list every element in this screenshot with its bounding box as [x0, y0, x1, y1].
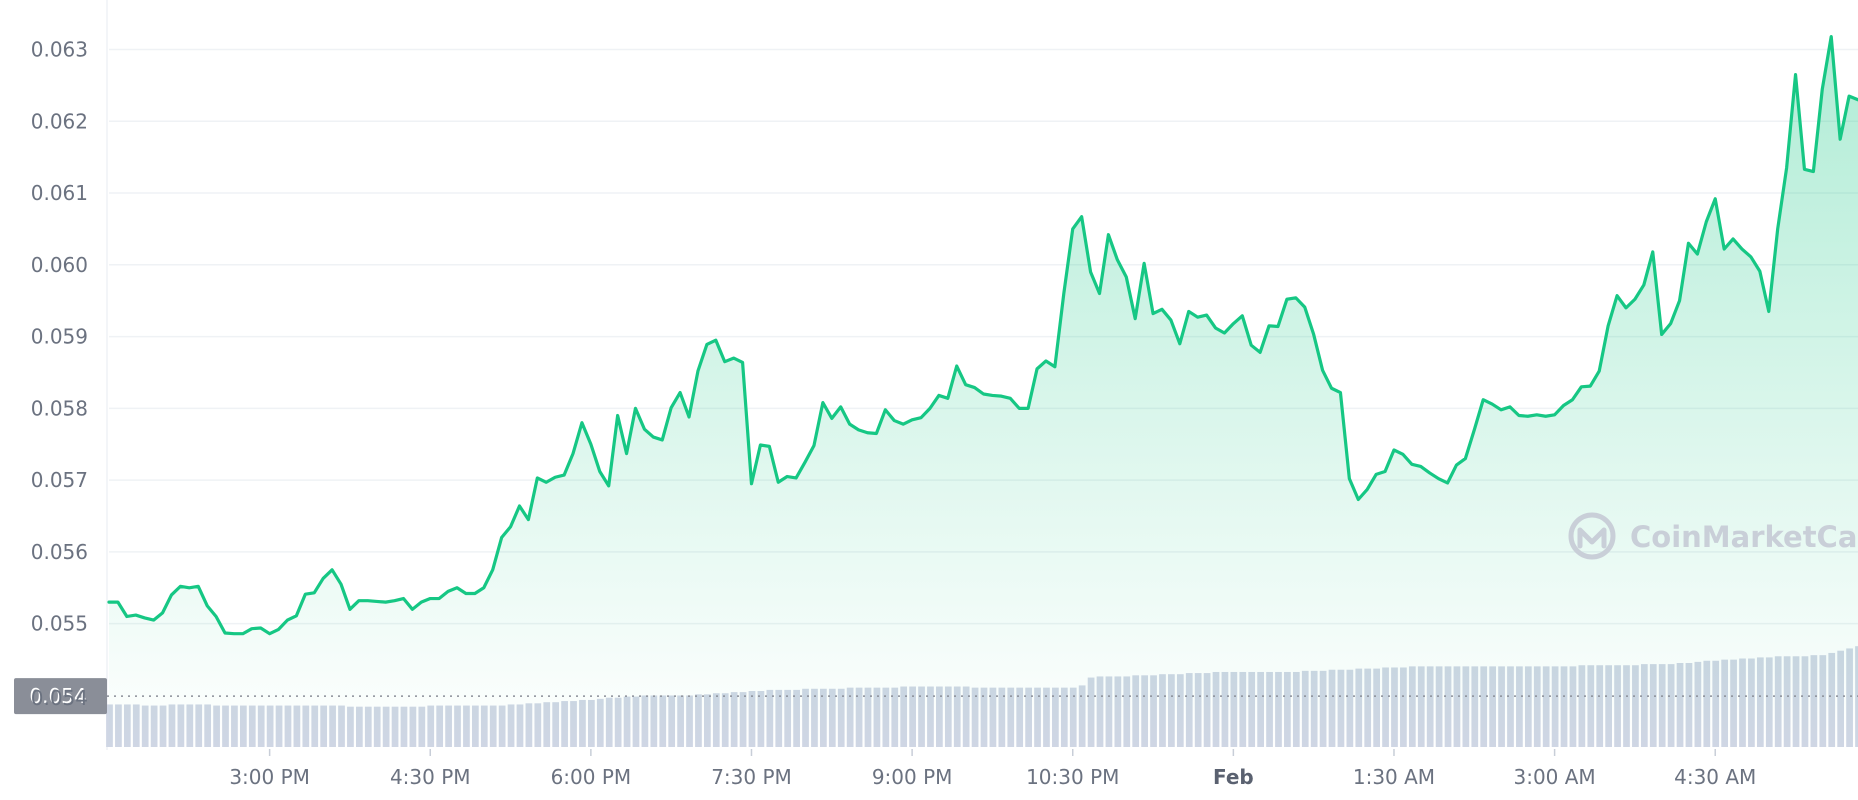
watermark-text: CoinMarketCap — [1630, 520, 1858, 554]
x-tick-label: 4:30 PM — [390, 765, 471, 789]
y-tick-label: 0.063 — [31, 38, 88, 62]
x-tick-label: 10:30 PM — [1026, 765, 1119, 789]
y-tick-label: 0.056 — [31, 540, 88, 564]
x-tick-label: 3:00 PM — [229, 765, 310, 789]
y-tick-label: 0.057 — [31, 468, 88, 492]
x-tick-label: 7:30 PM — [711, 765, 792, 789]
x-axis-ticks: 3:00 PM 4:30 PM 6:00 PM 7:30 PM 9:00 PM 10:30… — [229, 749, 1756, 789]
watermark: CoinMarketCap — [1568, 512, 1858, 560]
y-tick-label: 0.054 — [31, 686, 88, 710]
price-area — [109, 36, 1858, 747]
x-tick-label: 3:00 AM — [1513, 765, 1595, 789]
y-tick-label: 0.055 — [31, 612, 88, 636]
current-price-badge — [14, 678, 107, 715]
current-price-label: 0.054 — [29, 684, 86, 708]
coinmarketcap-logo-icon — [1568, 512, 1616, 560]
price-line — [107, 34, 1858, 636]
x-tick-label: Feb — [1213, 765, 1254, 789]
x-tick-label: 9:00 PM — [872, 765, 953, 789]
current-price-marker: 0.054 — [14, 678, 1858, 715]
x-tick-label: 4:30 AM — [1674, 765, 1756, 789]
x-tick-label: 6:00 PM — [551, 765, 632, 789]
price-series-line — [107, 34, 1858, 636]
y-tick-label: 0.058 — [31, 396, 88, 420]
x-tick-label: 1:30 AM — [1353, 765, 1435, 789]
y-axis-ticks: 0.063 0.062 0.061 0.060 0.059 0.058 0.057 0.056… — [31, 38, 88, 711]
y-tick-label: 0.062 — [31, 109, 88, 133]
price-area-fill — [109, 36, 1858, 747]
y-tick-label: 0.059 — [31, 325, 88, 349]
y-tick-label: 0.061 — [31, 181, 88, 205]
y-tick-label: 0.060 — [31, 253, 88, 277]
